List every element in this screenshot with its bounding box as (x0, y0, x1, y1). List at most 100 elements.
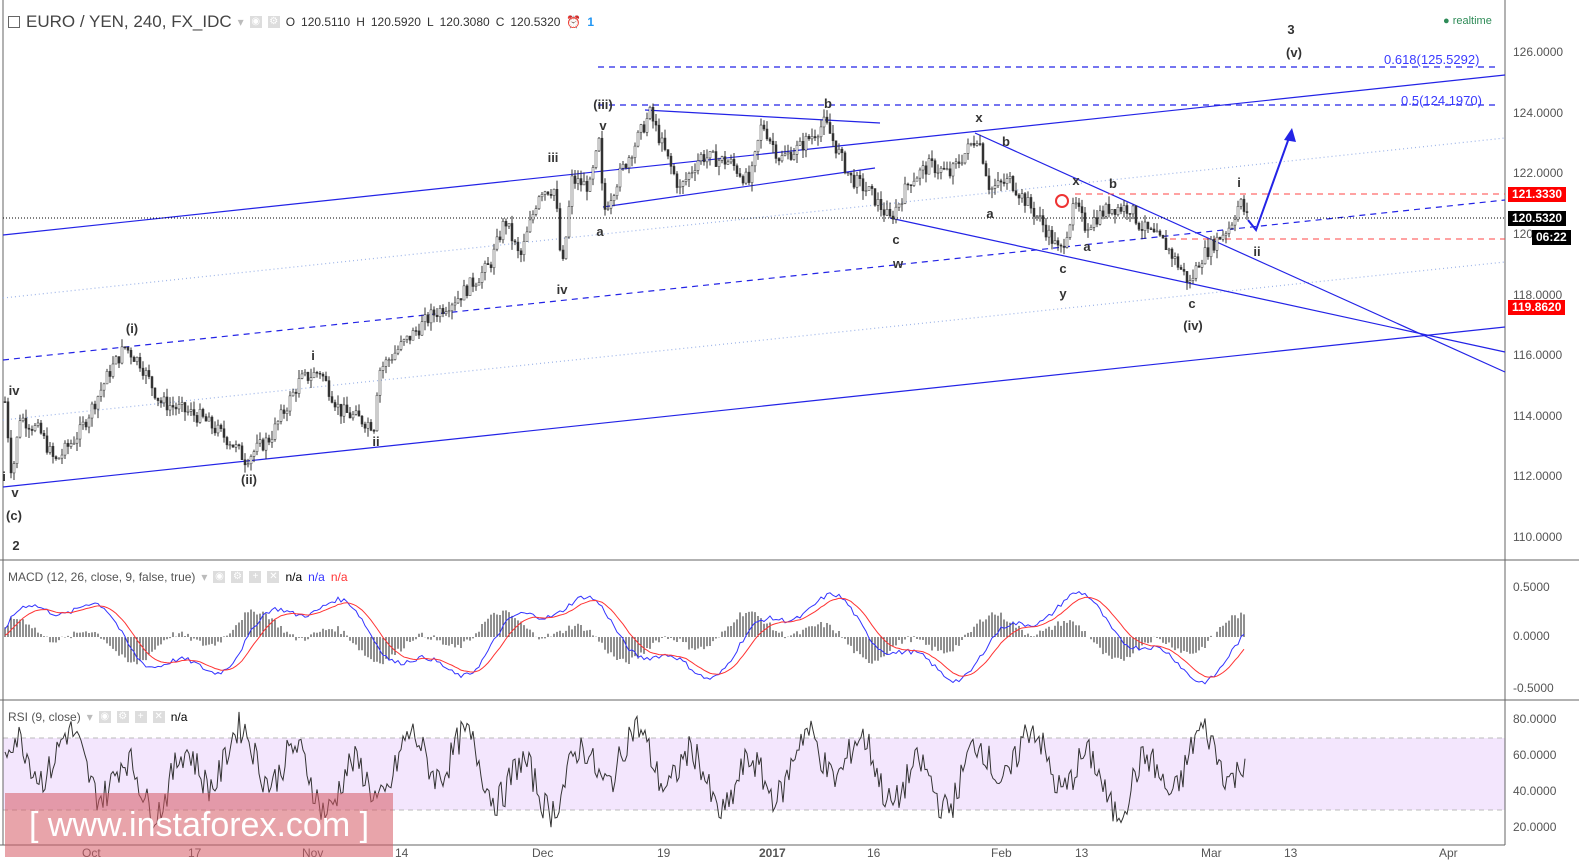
candle-body (597, 137, 601, 152)
wave-label: c (892, 232, 900, 247)
symbol-title[interactable]: EURO / YEN, 240, FX_IDC (26, 12, 232, 31)
candle-body (1026, 197, 1030, 206)
candle-body (21, 417, 25, 422)
low-label: L (426, 15, 434, 29)
candle-body (753, 151, 757, 167)
candle-body (909, 184, 913, 187)
candle-body (894, 206, 898, 220)
price-axis-label: 126.0000 (1513, 45, 1564, 59)
eye-icon[interactable]: ◉ (98, 711, 111, 723)
candle-body (33, 425, 37, 431)
candle-body (1158, 230, 1162, 236)
candle-body (486, 263, 490, 265)
candle-body (438, 308, 442, 318)
candle-body (1068, 224, 1072, 238)
candle-body (624, 163, 628, 169)
candle-body (108, 371, 112, 377)
wave-label: b (824, 96, 832, 111)
candle-body (378, 370, 382, 396)
candle-body (870, 186, 874, 189)
wave-label: 2 (12, 538, 20, 553)
candle-body (837, 148, 841, 154)
candle-body (687, 173, 691, 180)
candle-body (711, 151, 715, 153)
wave-label: b (1109, 176, 1117, 191)
candle-body (1152, 228, 1156, 233)
gear-icon[interactable]: ⚙ (231, 571, 244, 583)
gear-icon[interactable]: ⚙ (267, 16, 280, 28)
wave-label: a (1083, 239, 1091, 254)
dropdown-icon[interactable]: ▾ (237, 15, 244, 29)
macd-title[interactable]: MACD (12, 26, close, 9, false, true) (8, 570, 196, 584)
dropdown-icon[interactable]: ▾ (201, 570, 208, 584)
candle-body (1197, 265, 1201, 268)
candle-body (1140, 229, 1144, 231)
candle-body (297, 378, 301, 394)
candle-body (675, 173, 679, 188)
candle-body (474, 284, 478, 287)
candle-body (924, 165, 928, 175)
candle-body (612, 195, 616, 201)
plus-icon[interactable]: + (134, 711, 147, 723)
candle-body (807, 135, 811, 140)
low-value: 120.3080 (439, 15, 490, 29)
candle-body (1191, 277, 1195, 281)
candle-body (1041, 215, 1045, 226)
candle-body (1089, 227, 1093, 230)
eye-icon[interactable]: ◉ (213, 571, 226, 583)
wave-label: x (1072, 173, 1080, 188)
candle-body (813, 136, 817, 139)
candle-body (903, 183, 907, 204)
candle-body (420, 321, 424, 336)
candle-body (534, 208, 538, 215)
candle-body (825, 116, 829, 123)
candle-body (159, 400, 163, 404)
candle-body (1011, 176, 1015, 191)
collapse-icon[interactable] (8, 16, 20, 28)
candle-body (414, 330, 418, 332)
gear-icon[interactable]: ⚙ (116, 711, 129, 723)
candle-body (900, 203, 904, 205)
candle-body (654, 120, 658, 126)
time-axis-label: 2017 (759, 846, 786, 860)
candle-body (990, 188, 994, 190)
alert-count[interactable]: 1 (587, 15, 595, 29)
candle-body (255, 442, 259, 452)
rsi-title[interactable]: RSI (9, close) (8, 710, 81, 724)
candle-body (1125, 205, 1129, 214)
candle-body (291, 391, 295, 397)
candle-body (342, 404, 346, 417)
candle-body (405, 335, 409, 340)
candle-body (792, 154, 796, 160)
dropdown-icon[interactable]: ▾ (86, 710, 93, 724)
candle-body (1134, 205, 1138, 224)
candle-body (540, 194, 544, 198)
candle-body (693, 170, 697, 173)
eye-icon[interactable]: ◉ (249, 16, 262, 28)
candle-body (384, 359, 388, 367)
candle-body (243, 459, 247, 466)
close-icon[interactable]: ✕ (267, 571, 280, 583)
candle-body (435, 314, 439, 318)
candle-body (885, 209, 889, 216)
candle-body (183, 402, 187, 413)
candle-body (93, 403, 97, 410)
candle-body (138, 357, 142, 369)
candle-body (444, 311, 448, 314)
candle-body (1050, 229, 1054, 244)
close-icon[interactable]: ✕ (152, 711, 165, 723)
candle-body (174, 406, 178, 410)
wave-label: 3 (1287, 22, 1295, 37)
candle-body (852, 174, 856, 188)
candle-body (1122, 205, 1126, 212)
wave-label: ii (1253, 244, 1261, 259)
plus-icon[interactable]: + (249, 571, 262, 583)
wave-label: ii (372, 434, 380, 449)
candle-body (285, 410, 289, 414)
candle-body (864, 190, 868, 192)
candle-body (450, 304, 454, 312)
alarm-icon[interactable]: ⏰ (566, 15, 582, 29)
candle-body (1200, 263, 1204, 268)
